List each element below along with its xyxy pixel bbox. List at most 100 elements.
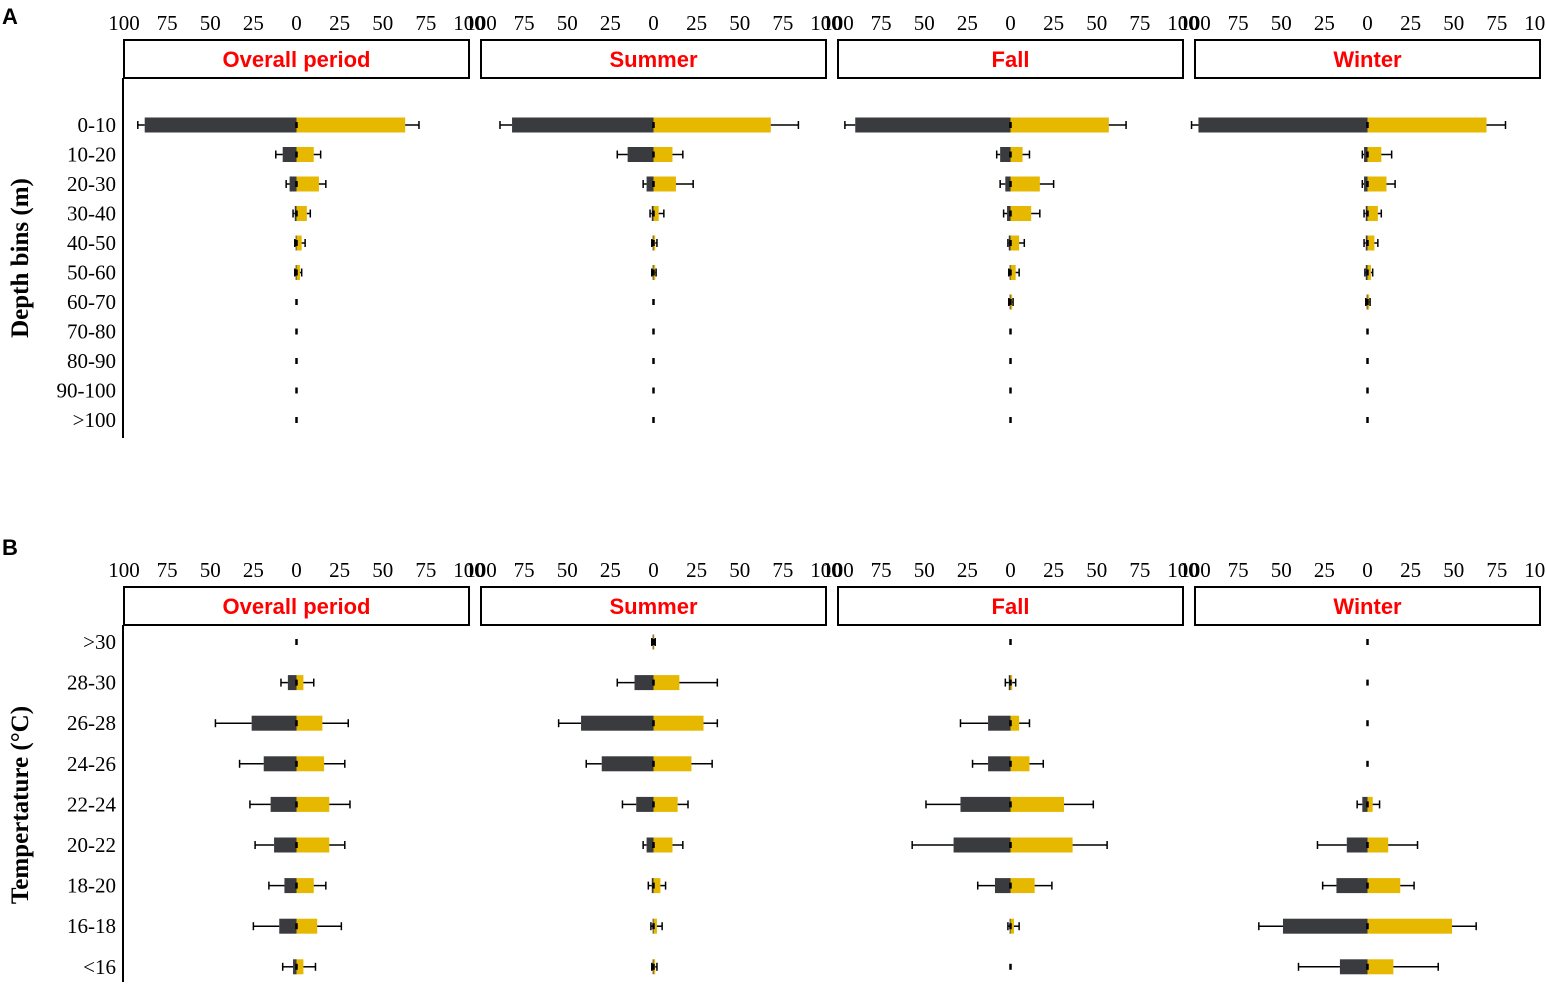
x-tick-label: 75	[514, 558, 535, 582]
x-tick-label: 75	[415, 11, 436, 35]
bar-left	[1336, 878, 1368, 894]
bar-left	[1282, 918, 1368, 934]
bar-left	[988, 756, 1011, 772]
x-tick-label: 75	[1129, 558, 1150, 582]
category-label: 0-10	[78, 113, 117, 137]
bar-left	[287, 675, 297, 691]
bar-left	[289, 176, 297, 192]
bar-right	[296, 265, 300, 280]
bar-right	[1010, 147, 1023, 162]
panel-tag: A	[2, 4, 18, 29]
panel-title-box	[480, 586, 827, 626]
bar-right	[1010, 796, 1064, 812]
panel-title: Summer	[609, 47, 697, 72]
x-tick-label: 25	[329, 11, 350, 35]
x-tick-label: 75	[1486, 11, 1507, 35]
bar-left	[144, 117, 297, 133]
panel-3: 100 75 50 25 0 25 50 75 100 Winter	[1179, 558, 1546, 975]
bar-right	[1367, 206, 1378, 221]
bar-right	[296, 756, 325, 772]
bar-right	[296, 675, 304, 691]
x-tick-label: 25	[1043, 11, 1064, 35]
panel-title-box	[123, 586, 470, 626]
bar-right	[1367, 176, 1387, 192]
x-tick-label: 25	[1314, 558, 1335, 582]
bar-right	[1367, 959, 1394, 975]
x-tick-label: 50	[1271, 558, 1292, 582]
category-label: 20-22	[67, 833, 116, 857]
x-tick-label: 0	[291, 11, 302, 35]
x-tick-label: 50	[1271, 11, 1292, 35]
bar-right	[653, 837, 673, 853]
x-tick-label: 100	[810, 558, 842, 582]
x-tick-label: 25	[1400, 558, 1421, 582]
bar-left	[1364, 147, 1368, 162]
bar-left	[1005, 176, 1011, 192]
bar-right	[296, 206, 307, 221]
x-tick-label: 100	[453, 11, 485, 35]
bar-right	[653, 206, 659, 221]
panel-title: Summer	[609, 594, 697, 619]
x-tick-label: 75	[1129, 11, 1150, 35]
bar-right	[1010, 878, 1035, 894]
bar-right	[1367, 235, 1375, 251]
bar-left	[512, 117, 654, 133]
x-tick-label: 100	[465, 11, 497, 35]
bar-right	[296, 147, 314, 162]
bar-right	[1010, 265, 1016, 280]
category-label: 20-30	[67, 172, 116, 196]
x-tick-label: 25	[1400, 11, 1421, 35]
x-tick-label: 25	[957, 11, 978, 35]
bar-right	[653, 147, 673, 162]
bar-right	[296, 176, 319, 192]
x-tick-label: 75	[415, 558, 436, 582]
bar-left	[646, 837, 654, 853]
x-tick-label: 100	[1179, 558, 1211, 582]
x-tick-label: 25	[686, 11, 707, 35]
x-tick-label: 0	[648, 11, 659, 35]
x-tick-label: 25	[600, 11, 621, 35]
category-label: 70-80	[67, 320, 116, 344]
bar-left	[1198, 117, 1368, 133]
bar-right	[1010, 176, 1040, 192]
bar-left	[293, 959, 297, 975]
bar-right	[1367, 796, 1373, 812]
x-tick-label: 0	[291, 558, 302, 582]
bar-right	[1367, 837, 1389, 853]
chart-section-B: B Tempertature (°C) >30 28-30 26-28 24-26 22-2…	[2, 535, 1546, 982]
panel-1: 100 75 50 25 0 25 50 75 100 Summer	[465, 558, 842, 975]
bar-left	[960, 796, 1011, 812]
x-tick-label: 50	[372, 558, 393, 582]
bar-left	[1364, 176, 1368, 192]
panel-1: 100 75 50 25 0 25 50 75 100 Summer	[465, 11, 842, 423]
category-label: 30-40	[67, 202, 116, 226]
x-tick-label: 75	[1486, 558, 1507, 582]
x-tick-label: 100	[1179, 11, 1211, 35]
category-label: 28-30	[67, 671, 116, 695]
x-tick-label: 75	[871, 558, 892, 582]
bar-right	[1010, 206, 1032, 221]
x-tick-label: 50	[557, 11, 578, 35]
category-label: 26-28	[67, 711, 116, 735]
bar-left	[994, 878, 1011, 894]
bar-left	[1000, 147, 1011, 162]
bar-right	[653, 918, 657, 934]
x-tick-label: 50	[914, 558, 935, 582]
x-tick-label: 75	[157, 558, 178, 582]
bar-left	[279, 918, 297, 934]
category-label: 60-70	[67, 290, 116, 314]
x-tick-label: 100	[1167, 558, 1199, 582]
bar-left	[646, 176, 654, 192]
x-tick-label: 50	[557, 558, 578, 582]
x-tick-label: 25	[686, 558, 707, 582]
x-tick-label: 50	[1443, 11, 1464, 35]
bar-left	[251, 715, 297, 731]
bar-right	[296, 117, 406, 133]
x-tick-label: 0	[1005, 558, 1016, 582]
panel-title-box	[480, 39, 827, 79]
x-tick-label: 75	[871, 11, 892, 35]
x-tick-label: 100	[822, 558, 854, 582]
panel-title-box	[837, 39, 1184, 79]
panel-title: Fall	[992, 594, 1030, 619]
bar-left	[988, 715, 1011, 731]
